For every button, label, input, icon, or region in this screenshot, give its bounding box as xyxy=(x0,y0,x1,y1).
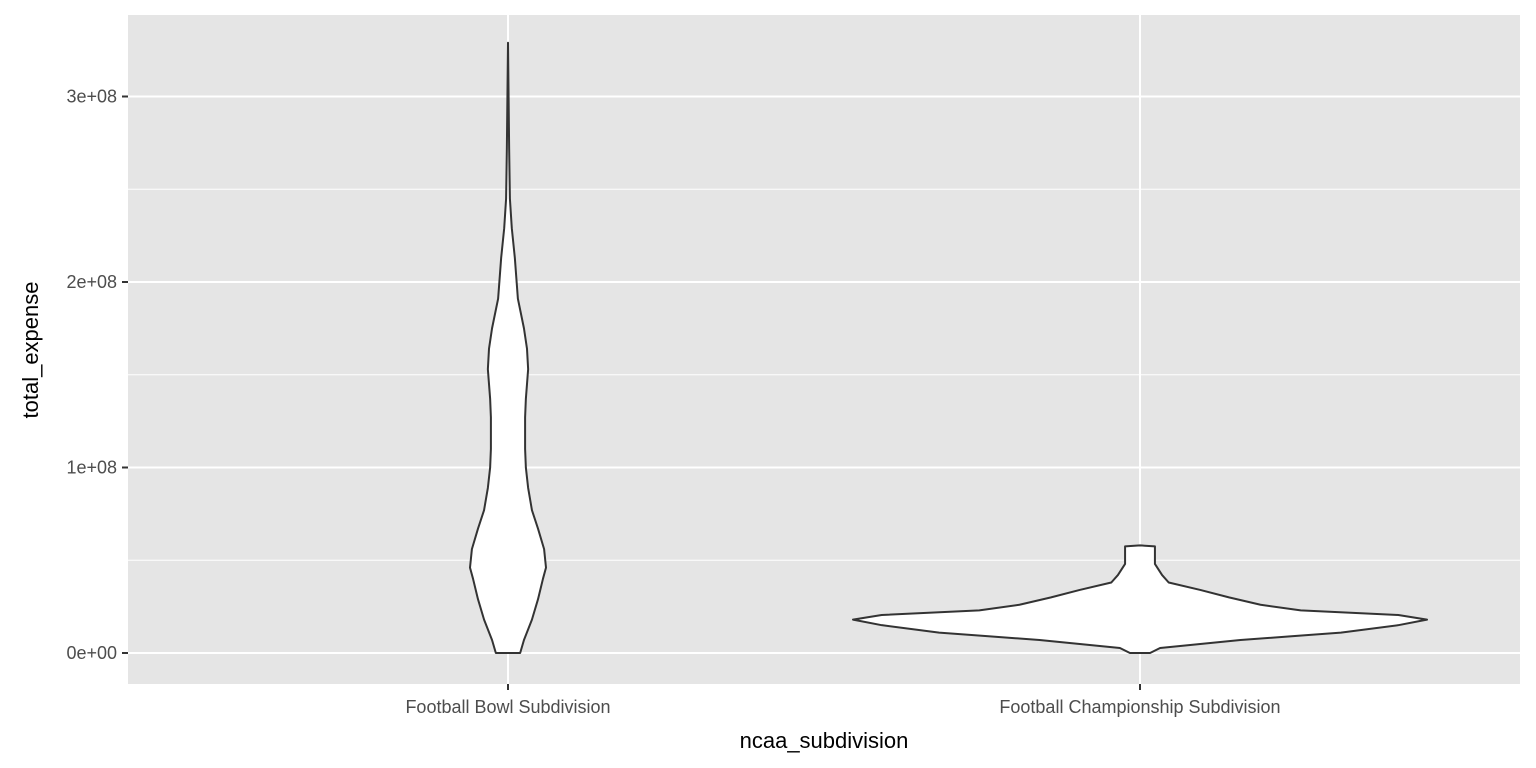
y-axis-title: total_expense xyxy=(18,282,43,419)
y-axis: 0e+00 1e+08 2e+08 3e+08 xyxy=(66,87,128,663)
x-tick-label: Football Bowl Subdivision xyxy=(405,697,610,717)
y-tick-label: 2e+08 xyxy=(66,272,117,292)
violin-0 xyxy=(469,41,547,654)
x-tick-label: Football Championship Subdivision xyxy=(999,697,1280,717)
violin-1 xyxy=(852,544,1428,654)
x-axis: Football Bowl Subdivision Football Champi… xyxy=(405,684,1281,717)
y-tick-label: 3e+08 xyxy=(66,87,117,107)
violins xyxy=(469,41,1428,654)
grid xyxy=(128,15,1520,684)
x-axis-title: ncaa_subdivision xyxy=(740,728,909,753)
y-tick-label: 0e+00 xyxy=(66,643,117,663)
y-tick-label: 1e+08 xyxy=(66,458,117,478)
panel-background xyxy=(128,15,1520,684)
